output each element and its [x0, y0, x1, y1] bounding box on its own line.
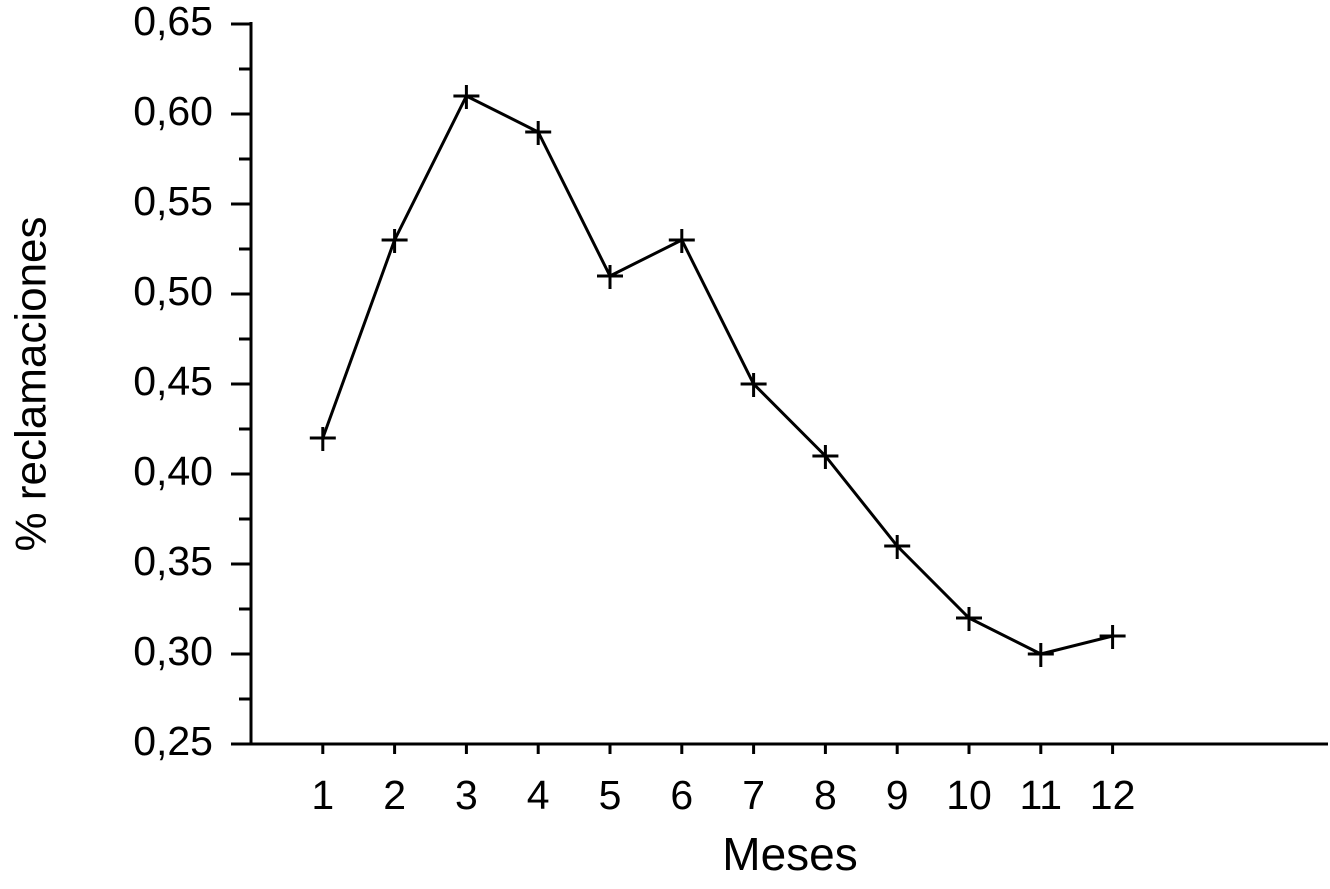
- y-tick-label: 0,45: [133, 358, 213, 404]
- y-tick-label: 0,35: [133, 538, 213, 584]
- y-axis-label: % reclamaciones: [7, 216, 56, 551]
- x-axis-label: Meses: [722, 828, 857, 880]
- y-tick-label: 0,25: [133, 718, 213, 764]
- marker: [956, 607, 982, 631]
- x-tick-label: 8: [814, 772, 837, 818]
- marker: [597, 265, 623, 289]
- y-tick-label: 0,30: [133, 628, 213, 674]
- x-tick-label: 2: [383, 772, 406, 818]
- y-tick-label: 0,65: [133, 0, 213, 44]
- marker: [381, 229, 408, 253]
- y-tick-label: 0,60: [133, 88, 213, 134]
- marker: [740, 373, 767, 397]
- y-tick-label: 0,50: [133, 268, 213, 314]
- marker: [525, 121, 552, 145]
- marker: [453, 85, 480, 109]
- marker: [1027, 643, 1054, 667]
- series-line: [321, 93, 1113, 656]
- marker: [1099, 625, 1126, 649]
- x-tick-label: 6: [670, 772, 693, 818]
- x-tick-label: 3: [455, 772, 478, 818]
- marker: [668, 229, 695, 253]
- marker: [309, 427, 336, 451]
- marker: [812, 445, 839, 469]
- y-tick-label: 0,40: [133, 448, 213, 494]
- x-tick-label: 9: [886, 772, 909, 818]
- x-tick-label: 11: [1020, 772, 1063, 818]
- x-tick-label: 5: [599, 772, 622, 818]
- x-tick-label: 10: [946, 772, 992, 818]
- x-tick-label: 7: [742, 772, 765, 818]
- x-tick-label: 1: [311, 772, 334, 818]
- x-tick-label: 12: [1090, 772, 1136, 818]
- marker: [884, 535, 911, 559]
- x-tick-label: 4: [527, 772, 550, 818]
- y-tick-label: 0,55: [133, 178, 213, 224]
